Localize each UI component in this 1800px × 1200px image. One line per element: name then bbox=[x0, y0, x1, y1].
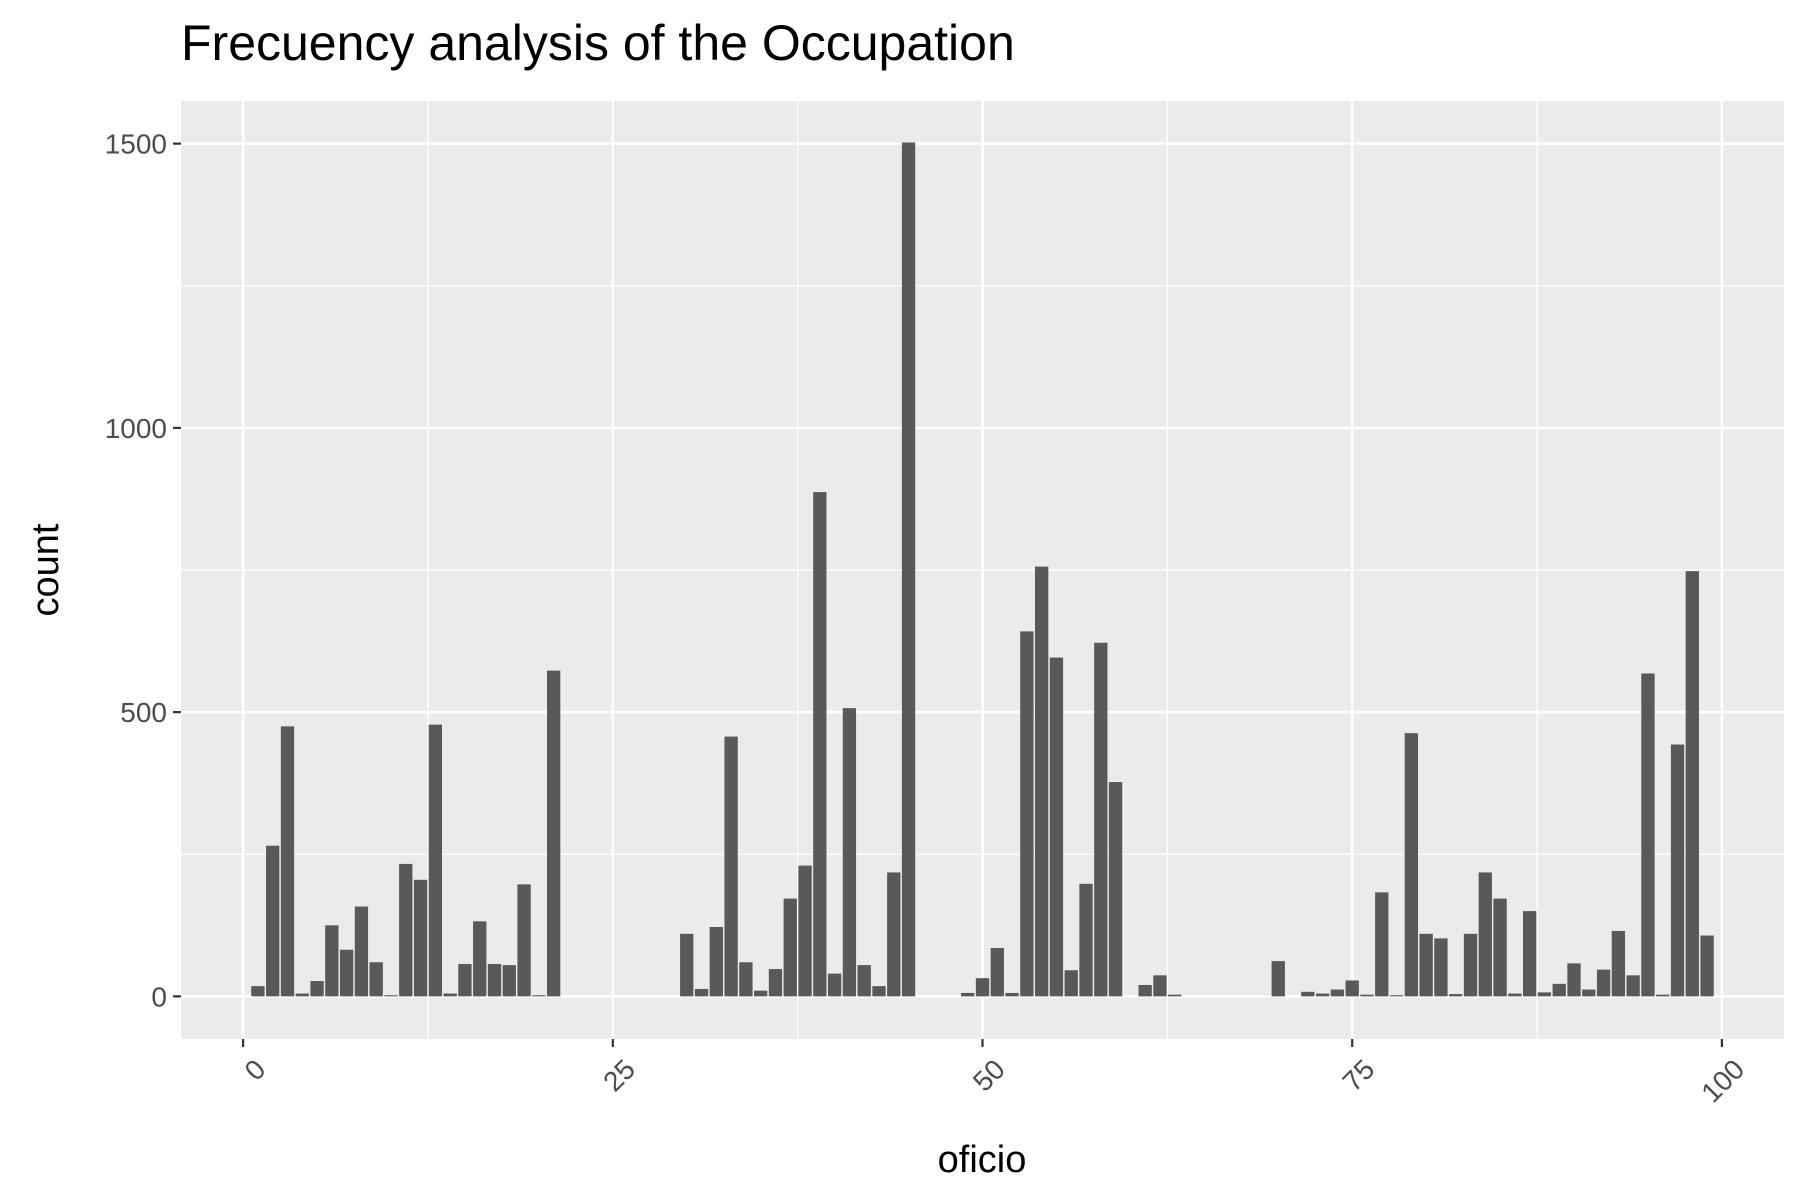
bar bbox=[1567, 963, 1581, 997]
bar bbox=[1656, 994, 1670, 997]
bar bbox=[1670, 744, 1685, 997]
bar bbox=[827, 973, 842, 997]
bar bbox=[709, 927, 723, 997]
bar bbox=[1404, 733, 1419, 997]
bar bbox=[1522, 911, 1537, 997]
bar bbox=[517, 884, 531, 997]
bar bbox=[1138, 984, 1152, 997]
bar bbox=[251, 986, 265, 997]
y-tick-label: 1500 bbox=[105, 129, 167, 160]
bar bbox=[458, 963, 472, 997]
bar bbox=[1685, 571, 1699, 997]
bar bbox=[857, 965, 871, 997]
bar bbox=[310, 981, 324, 997]
bar bbox=[295, 993, 309, 997]
bar bbox=[1641, 673, 1655, 997]
bar bbox=[1478, 872, 1492, 997]
chart-title: Frecuency analysis of the Occupation bbox=[181, 15, 1015, 71]
bar bbox=[532, 995, 546, 997]
bar bbox=[1020, 631, 1034, 997]
bar bbox=[369, 962, 383, 997]
x-tick-label: 50 bbox=[967, 1053, 1011, 1097]
bar bbox=[901, 142, 916, 997]
bar bbox=[1596, 969, 1611, 997]
bar bbox=[487, 963, 502, 997]
bar bbox=[1375, 892, 1389, 997]
bar bbox=[1537, 992, 1552, 997]
bar bbox=[1345, 980, 1359, 997]
bar bbox=[1330, 989, 1345, 997]
x-tick-label: 0 bbox=[239, 1053, 272, 1086]
bar bbox=[1049, 657, 1064, 997]
bar bbox=[783, 898, 797, 997]
bar bbox=[694, 988, 709, 997]
bar bbox=[428, 724, 443, 997]
bar bbox=[798, 865, 812, 997]
bar bbox=[724, 736, 738, 997]
bar bbox=[443, 993, 457, 997]
bar bbox=[1153, 975, 1167, 997]
bar bbox=[1034, 566, 1049, 997]
x-tick-label: 25 bbox=[597, 1053, 641, 1097]
bar bbox=[1508, 993, 1522, 997]
bar bbox=[1301, 991, 1315, 997]
bar bbox=[1552, 983, 1566, 997]
bar bbox=[842, 708, 857, 997]
bar bbox=[1360, 994, 1374, 997]
bar bbox=[1079, 883, 1093, 997]
bar bbox=[1094, 642, 1108, 997]
y-tick-label: 0 bbox=[151, 981, 167, 1012]
bar bbox=[399, 863, 413, 997]
bar bbox=[1389, 995, 1404, 997]
x-axis-title: oficio bbox=[938, 1139, 1027, 1181]
x-tick-label: 75 bbox=[1337, 1053, 1381, 1097]
bar bbox=[473, 921, 487, 997]
bar bbox=[872, 986, 886, 997]
bar bbox=[1626, 975, 1640, 997]
bar bbox=[1315, 993, 1330, 997]
bar bbox=[1493, 898, 1507, 997]
bar bbox=[1271, 961, 1285, 997]
bar bbox=[1064, 970, 1078, 997]
x-axis: 0 25 50 75 100 bbox=[239, 1039, 1750, 1108]
bar bbox=[1463, 933, 1478, 997]
bar bbox=[1611, 930, 1626, 997]
y-axis: 0 500 1000 1500 bbox=[105, 129, 181, 1012]
bar bbox=[990, 948, 1004, 997]
bar bbox=[280, 726, 295, 997]
bar bbox=[502, 965, 516, 997]
bar bbox=[413, 879, 428, 997]
bar bbox=[384, 995, 398, 997]
bar bbox=[339, 949, 354, 997]
bar bbox=[1419, 933, 1433, 997]
bar bbox=[266, 845, 280, 997]
bar bbox=[354, 906, 369, 997]
bar bbox=[754, 990, 768, 997]
y-tick-label: 1000 bbox=[105, 413, 167, 444]
bar bbox=[1582, 989, 1596, 997]
bar bbox=[768, 969, 783, 997]
bar bbox=[1700, 935, 1714, 997]
bar bbox=[546, 670, 561, 997]
bar bbox=[1168, 994, 1182, 997]
y-tick-label: 500 bbox=[120, 697, 167, 728]
y-axis-title: count bbox=[25, 523, 67, 616]
bar bbox=[975, 978, 990, 997]
bar bbox=[325, 925, 339, 997]
bar bbox=[961, 992, 975, 997]
bar bbox=[813, 492, 827, 997]
bar bbox=[739, 962, 753, 997]
bar bbox=[1005, 992, 1019, 997]
bar bbox=[1434, 938, 1448, 997]
x-tick-label: 100 bbox=[1695, 1053, 1750, 1108]
bar bbox=[680, 933, 694, 997]
bars bbox=[251, 142, 1714, 997]
bar bbox=[1108, 782, 1123, 997]
bar bbox=[887, 872, 901, 997]
bar bbox=[1449, 994, 1463, 997]
